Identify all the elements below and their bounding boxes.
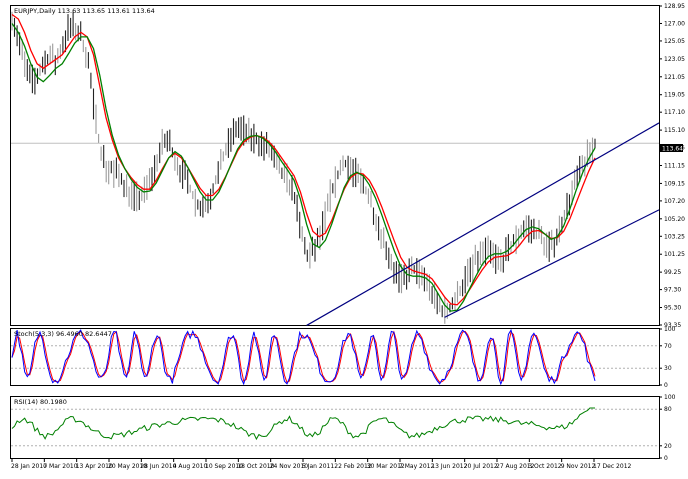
x-tick-label: 7 May 2012 (399, 463, 434, 470)
x-tick-label: 3 Oct 2012 (528, 463, 561, 470)
rsi-axis: 100 80 20 0 (659, 394, 676, 462)
price-axis: 128.95 127.00 125.05 123.05 121.05 119.05 117.… (659, 3, 685, 329)
y-tick-label: 0 (664, 455, 668, 462)
x-tick-label: 28 Jan 2010 (11, 463, 47, 470)
y-tick-label: 95.30 (664, 305, 681, 312)
y-tick-label: 97.30 (664, 287, 681, 294)
y-tick-label: 70 (664, 343, 672, 350)
y-tick-label: 93.35 (664, 322, 681, 329)
rsi-panel-frame (10, 396, 660, 459)
x-tick-label: 22 Feb 2012 (334, 463, 372, 470)
x-tick-label: 28 Jun 2010 (140, 463, 176, 470)
y-tick-label: 123.05 (664, 56, 685, 63)
stochastic-axis: 100 70 30 0 (659, 326, 676, 389)
x-tick-label: 20 May 2010 (108, 463, 147, 470)
y-tick-label: 119.05 (664, 92, 685, 99)
x-tick-label: 10 Sep 2010 (205, 463, 243, 470)
last-price-marker: 113.64 (660, 144, 683, 153)
x-tick-label: 27 Aug 2012 (496, 463, 535, 470)
last-price-label: 113.64 (662, 146, 683, 153)
y-tick-label: 109.15 (664, 180, 685, 187)
x-tick-label: 7 Mar 2010 (43, 463, 77, 470)
y-tick-label: 121.05 (664, 74, 685, 81)
y-tick-label: 128.95 (664, 3, 685, 10)
rsi-line (11, 407, 595, 441)
rsi-panel (11, 407, 659, 447)
main-panel-frame (10, 5, 660, 326)
y-tick-label: 103.25 (664, 233, 685, 240)
y-tick-label: 125.05 (664, 38, 685, 45)
stochastic-panel (11, 328, 659, 386)
y-tick-label: 105.20 (664, 216, 685, 223)
x-tick-label: 18 Oct 2010 (237, 463, 274, 470)
x-tick-label: 24 Nov 2010 (270, 463, 309, 470)
x-tick-label: 13 Jun 2012 (431, 463, 467, 470)
x-tick-label: 30 Mar 2012 (367, 463, 405, 470)
channel-lower-line[interactable] (444, 209, 660, 318)
y-tick-label: 127.00 (664, 21, 685, 28)
last-price-box (660, 144, 683, 152)
stochastic-signal-line (11, 330, 596, 384)
moving-averages (11, 13, 596, 312)
stochastic-header: Stoch(5,3,3) 96.4960 82.6447 (14, 330, 112, 338)
x-tick-label: 17 Dec 2012 (593, 463, 632, 470)
red-moving-average-line (11, 13, 596, 306)
y-tick-label: 115.10 (664, 127, 685, 134)
stochastic-panel-frame (10, 328, 660, 386)
y-tick-label: 107.20 (664, 198, 685, 205)
x-tick-label: 9 Nov 2012 (561, 463, 596, 470)
y-tick-label: 111.15 (664, 163, 685, 170)
y-tick-label: 0 (664, 382, 668, 389)
price-series (11, 11, 596, 324)
x-tick-label: 5 Jan 2011 (302, 463, 334, 470)
x-tick-label: 13 Apr 2010 (76, 463, 113, 470)
x-tick-label: 20 Jul 2012 (464, 463, 498, 470)
rsi-header: RSI(14) 80.1980 (14, 398, 67, 406)
channel-upper-line[interactable] (306, 122, 660, 326)
x-tick-label: 4 Aug 2010 (173, 463, 208, 470)
y-tick-label: 30 (664, 365, 672, 372)
stochastic-main-line (11, 328, 596, 386)
y-tick-label: 100 (664, 394, 676, 401)
y-tick-label: 117.10 (664, 109, 685, 116)
green-moving-average-line (11, 23, 596, 312)
y-tick-label: 100 (664, 326, 676, 333)
y-tick-label: 99.25 (664, 269, 681, 276)
y-tick-label: 80 (664, 406, 672, 413)
trend-channel[interactable] (306, 122, 660, 326)
y-tick-label: 101.25 (664, 251, 685, 258)
y-tick-label: 20 (664, 443, 672, 450)
main-panel-header: EURJPY,Daily 113.63 113.65 113.61 113.64 (14, 7, 155, 15)
